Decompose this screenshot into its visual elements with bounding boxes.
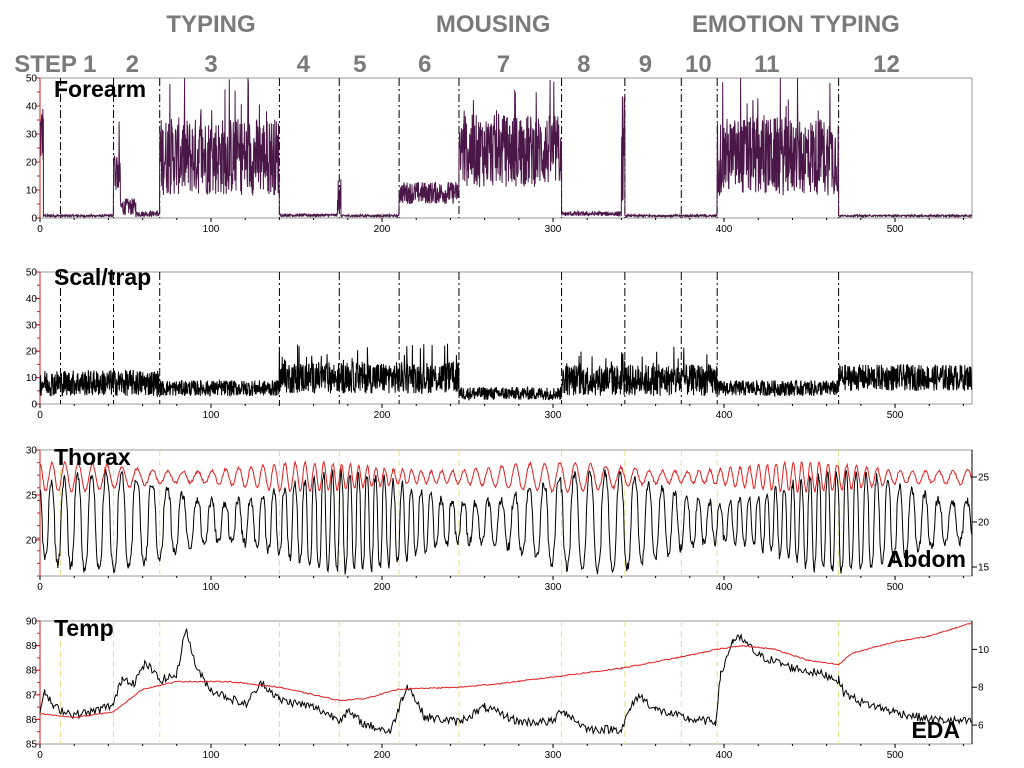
step-label-3: 3 bbox=[204, 51, 217, 78]
temp-eda-left-tick-label: 86 bbox=[26, 715, 38, 726]
forearm-left-tick-label: 20 bbox=[26, 158, 38, 169]
temp-eda-secondary-label: EDA bbox=[911, 717, 960, 743]
step-label-9: 9 bbox=[639, 51, 652, 78]
forearm-x-tick-label: 400 bbox=[716, 224, 733, 235]
forearm-x-tick-label: 200 bbox=[374, 224, 391, 235]
temp-eda-x-tick-label: 300 bbox=[545, 750, 562, 761]
temp-eda-x-tick-label: 100 bbox=[203, 750, 220, 761]
scal-trap-panel-label: Scal/trap bbox=[54, 264, 151, 290]
step-label-6: 6 bbox=[418, 51, 431, 78]
temp-eda-x-tick-label: 500 bbox=[887, 750, 904, 761]
forearm-left-tick-label: 40 bbox=[26, 102, 38, 113]
forearm-x-tick-label: 0 bbox=[37, 224, 43, 235]
thorax-abdom-x-tick-label: 200 bbox=[374, 582, 391, 593]
forearm-left-tick-label: 10 bbox=[26, 186, 38, 197]
thorax-abdom-plot-frame bbox=[39, 449, 973, 577]
thorax-abdom-x-tick-label: 500 bbox=[887, 582, 904, 593]
forearm-panel-label: Forearm bbox=[54, 76, 146, 102]
scal-trap-left-tick-label: 20 bbox=[26, 347, 38, 358]
forearm-left-tick-label: 0 bbox=[31, 214, 37, 225]
thorax-abdom-x-tick-label: 300 bbox=[545, 582, 562, 593]
thorax-abdom-right-tick-label: 20 bbox=[978, 518, 990, 529]
scal-trap-left-tick-label: 10 bbox=[26, 373, 38, 384]
thorax-abdom-left-tick-label: 20 bbox=[26, 536, 38, 547]
step-label-8: 8 bbox=[577, 51, 590, 78]
scal-trap-left-tick-label: 50 bbox=[26, 268, 38, 279]
forearm-left-tick-label: 50 bbox=[26, 74, 38, 85]
scal-trap-x-tick-label: 100 bbox=[203, 410, 220, 421]
forearm-x-tick-label: 300 bbox=[545, 224, 562, 235]
temp-eda-x-tick-label: 0 bbox=[37, 750, 43, 761]
temp-eda-x-tick-label: 200 bbox=[374, 750, 391, 761]
temp-eda-panel-label: Temp bbox=[54, 615, 114, 641]
step-label-1: STEP 1 bbox=[14, 51, 96, 78]
temp-eda-series-2-trace bbox=[39, 622, 973, 719]
temp-eda-left-tick-label: 88 bbox=[26, 666, 38, 677]
scal-trap-x-tick-label: 400 bbox=[716, 410, 733, 421]
scal-trap-left-tick-label: 0 bbox=[31, 400, 37, 411]
temp-eda-left-tick-label: 89 bbox=[26, 641, 38, 652]
temp-eda-left-tick-label: 87 bbox=[26, 690, 38, 701]
temp-eda-series-1-trace bbox=[39, 628, 973, 736]
thorax-abdom-secondary-label: Abdom bbox=[887, 546, 966, 572]
thorax-abdom-right-tick-label: 15 bbox=[978, 563, 990, 574]
step-label-2: 2 bbox=[126, 51, 139, 78]
scal-trap-left-tick-label: 30 bbox=[26, 320, 38, 331]
scal-trap-x-tick-label: 0 bbox=[37, 410, 43, 421]
thorax-abdom-series-1-trace bbox=[39, 468, 973, 575]
thorax-abdom-left-tick-label: 25 bbox=[26, 491, 38, 502]
thorax-abdom-right-tick-label: 25 bbox=[978, 473, 990, 484]
scal-trap-left-tick-label: 40 bbox=[26, 294, 38, 305]
forearm-signal-trace bbox=[39, 77, 973, 219]
temp-eda-x-tick-label: 400 bbox=[716, 750, 733, 761]
temp-eda-left-tick-label: 90 bbox=[26, 617, 38, 628]
step-label-10: 10 bbox=[685, 51, 712, 78]
step-label-7: 7 bbox=[497, 51, 510, 78]
thorax-abdom-x-tick-label: 100 bbox=[203, 582, 220, 593]
forearm-x-tick-label: 500 bbox=[887, 224, 904, 235]
scal-trap-signal-trace bbox=[39, 343, 973, 401]
thorax-abdom-left-tick-label: 30 bbox=[26, 446, 38, 457]
forearm-x-tick-label: 100 bbox=[203, 224, 220, 235]
step-label-4: 4 bbox=[297, 51, 311, 78]
temp-eda-right-tick-label: 6 bbox=[978, 721, 984, 732]
phase-label-3: EMOTION TYPING bbox=[692, 11, 900, 38]
step-label-11: 11 bbox=[754, 51, 779, 78]
forearm-left-tick-label: 30 bbox=[26, 130, 38, 141]
phase-label-1: TYPING bbox=[166, 11, 255, 38]
temp-eda-right-tick-label: 8 bbox=[978, 683, 984, 694]
thorax-abdom-x-tick-label: 400 bbox=[716, 582, 733, 593]
temp-eda-left-tick-label: 85 bbox=[26, 740, 38, 751]
scal-trap-x-tick-label: 200 bbox=[374, 410, 391, 421]
thorax-abdom-series-2-trace bbox=[39, 459, 973, 494]
temp-eda-right-tick-label: 10 bbox=[978, 645, 990, 656]
scal-trap-x-tick-label: 300 bbox=[545, 410, 562, 421]
thorax-abdom-panel-label: Thorax bbox=[54, 444, 131, 470]
scal-trap-x-tick-label: 500 bbox=[887, 410, 904, 421]
phase-label-2: MOUSING bbox=[436, 11, 551, 38]
step-label-12: 12 bbox=[873, 51, 900, 78]
step-label-5: 5 bbox=[353, 51, 366, 78]
thorax-abdom-x-tick-label: 0 bbox=[37, 582, 43, 593]
